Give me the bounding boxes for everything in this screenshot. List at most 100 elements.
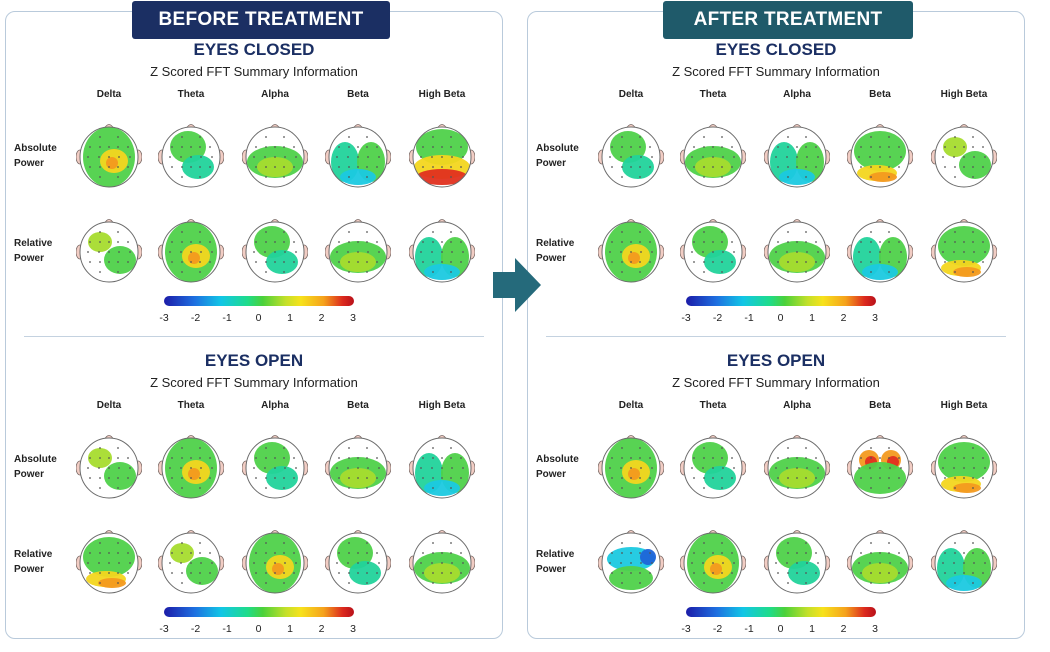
row-label: Relative Power	[14, 236, 74, 266]
row-label-line: Power	[536, 469, 567, 480]
band-label: Alpha	[261, 89, 289, 100]
head-map	[325, 212, 391, 284]
band-label: Theta	[177, 89, 205, 100]
scale-tick-label: -2	[190, 312, 201, 324]
after-treatment-banner: AFTER TREATMENT	[663, 1, 913, 39]
scale-tick-label: 3	[872, 623, 878, 635]
band-label: High Beta	[418, 400, 466, 411]
row-label-line: Power	[536, 564, 567, 575]
scale-tick-label: 0	[255, 623, 262, 635]
eyes-open-section: EYES OPEN Z Scored FFT Summary Informatio…	[528, 323, 1024, 635]
head-map	[158, 523, 224, 595]
row-label-line: Power	[14, 253, 45, 264]
head-map	[409, 117, 475, 189]
scale-tick-label: -2	[712, 312, 723, 324]
band-label: Theta	[177, 400, 205, 411]
scale-tick-label: -1	[222, 623, 232, 635]
head-map	[680, 212, 746, 284]
band-label: Delta	[618, 400, 644, 411]
head-map	[764, 523, 830, 595]
head-map	[764, 212, 830, 284]
row-label-line: Absolute	[536, 143, 579, 154]
head-map	[847, 117, 913, 189]
band-label: Delta	[96, 400, 122, 411]
head-map	[847, 523, 913, 595]
color-scale-bar	[164, 296, 354, 306]
band-label: Beta	[347, 89, 369, 100]
scale-tick-label: -3	[681, 312, 691, 324]
scale-tick-label: 2	[840, 312, 847, 324]
row-label: Absolute Power	[14, 452, 74, 482]
color-scale-ticks: -3 -2 -1 0 1 2 3	[154, 623, 364, 637]
band-label: Beta	[347, 400, 369, 411]
band-label: Delta	[618, 89, 644, 100]
scale-tick-label: -2	[190, 623, 201, 635]
head-map	[847, 428, 913, 500]
row-label-line: Relative	[14, 549, 53, 560]
head-map	[76, 428, 142, 500]
after-treatment-panel: AFTER TREATMENT EYES CLOSED Z Scored FFT …	[527, 1, 1025, 639]
scale-tick-label: 1	[287, 312, 293, 324]
band-label: Theta	[699, 89, 727, 100]
band-label: Alpha	[783, 89, 811, 100]
band-label: Alpha	[261, 400, 289, 411]
eyes-closed-section: EYES CLOSED Z Scored FFT Summary Informat…	[528, 12, 1024, 324]
scale-tick-label: 0	[255, 312, 262, 324]
row-label: Relative Power	[536, 236, 596, 266]
head-map	[76, 523, 142, 595]
head-map	[76, 117, 142, 189]
section-subtitle: Z Scored FFT Summary Information	[672, 375, 880, 390]
band-label: Beta	[869, 89, 891, 100]
band-label: High Beta	[940, 400, 988, 411]
row-label-line: Relative	[14, 238, 53, 249]
row-label-line: Power	[14, 158, 45, 169]
row-label-line: Absolute	[14, 143, 57, 154]
scale-tick-label: 2	[318, 312, 325, 324]
row-label-line: Power	[14, 469, 45, 480]
head-map	[409, 523, 475, 595]
scale-tick-label: 1	[809, 623, 815, 635]
row-label-line: Absolute	[14, 454, 57, 465]
section-divider	[546, 336, 1006, 337]
scale-tick-label: -1	[744, 312, 754, 324]
before-treatment-panel: BEFORE TREATMENT EYES CLOSED Z Scored FFT…	[5, 1, 503, 639]
section-title: EYES CLOSED	[193, 40, 315, 59]
scale-tick-label: 3	[350, 623, 356, 635]
band-label: High Beta	[418, 89, 466, 100]
head-map	[325, 428, 391, 500]
section-subtitle: Z Scored FFT Summary Information	[672, 64, 880, 79]
row-label: Relative Power	[536, 547, 596, 577]
scale-tick-label: 0	[777, 623, 784, 635]
head-map	[76, 212, 142, 284]
scale-tick-label: -1	[222, 312, 232, 324]
head-map	[680, 428, 746, 500]
head-map	[242, 428, 308, 500]
eyes-open-section: EYES OPEN Z Scored FFT Summary Informatio…	[6, 323, 502, 635]
row-label-line: Power	[14, 564, 45, 575]
head-map	[158, 117, 224, 189]
scale-tick-label: 2	[318, 623, 325, 635]
head-map	[409, 428, 475, 500]
scale-tick-label: -1	[744, 623, 754, 635]
head-map	[680, 523, 746, 595]
row-label: Relative Power	[14, 547, 74, 577]
head-map	[325, 117, 391, 189]
head-map	[158, 212, 224, 284]
color-scale-ticks: -3 -2 -1 0 1 2 3	[676, 312, 886, 326]
eyes-closed-section: EYES CLOSED Z Scored FFT Summary Informat…	[6, 12, 502, 324]
row-label: Absolute Power	[536, 141, 596, 171]
section-title: EYES CLOSED	[715, 40, 837, 59]
head-map	[764, 117, 830, 189]
band-label: Delta	[96, 89, 122, 100]
scale-tick-label: -3	[159, 312, 169, 324]
section-divider	[24, 336, 484, 337]
scale-tick-label: 3	[350, 312, 356, 324]
section-subtitle: Z Scored FFT Summary Information	[150, 64, 358, 79]
scale-tick-label: -3	[159, 623, 169, 635]
color-scale-ticks: -3 -2 -1 0 1 2 3	[154, 312, 364, 326]
head-map	[598, 212, 664, 284]
scale-tick-label: 0	[777, 312, 784, 324]
row-label-line: Relative	[536, 549, 575, 560]
scale-tick-label: 1	[809, 312, 815, 324]
head-map	[931, 212, 997, 284]
